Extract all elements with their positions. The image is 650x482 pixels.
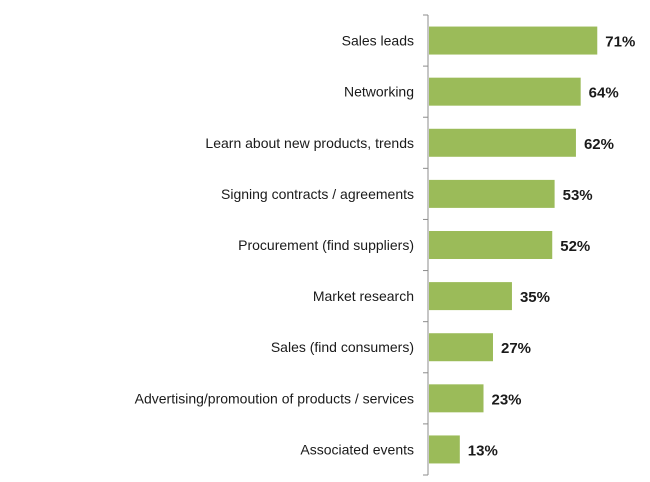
category-label: Signing contracts / agreements: [221, 186, 414, 202]
value-label: 52%: [560, 238, 590, 255]
value-label: 53%: [563, 187, 593, 204]
bar: [429, 282, 512, 311]
value-label: 23%: [492, 391, 522, 408]
value-label: 13%: [468, 442, 498, 459]
category-label: Market research: [313, 288, 414, 304]
category-axis-ticks: [423, 14, 428, 476]
value-label: 64%: [589, 85, 619, 102]
bar: [429, 231, 553, 259]
value-label: 62%: [584, 136, 614, 153]
bar: [429, 179, 555, 208]
bar: [429, 333, 493, 362]
bar: [429, 435, 460, 464]
bars: [429, 26, 598, 464]
value-label: 27%: [501, 340, 531, 357]
category-label: Advertising/promoution of products / ser…: [135, 390, 414, 406]
bar: [429, 77, 581, 106]
category-label: Sales leads: [342, 33, 414, 49]
category-label: Associated events: [300, 441, 414, 457]
value-label: 71%: [605, 34, 635, 51]
category-labels: Sales leads Networking Learn about new pro…: [135, 33, 414, 458]
category-label: Sales (find consumers): [271, 339, 414, 355]
bar: [429, 384, 484, 413]
value-labels: 71% 64% 62% 53% 52% 35% 27% 23% 13%: [468, 34, 635, 460]
bar: [429, 26, 598, 55]
value-label: 35%: [520, 289, 550, 306]
category-label: Procurement (find suppliers): [238, 237, 414, 253]
category-label: Learn about new products, trends: [205, 135, 414, 151]
category-label: Networking: [344, 84, 414, 100]
bar: [429, 128, 576, 157]
